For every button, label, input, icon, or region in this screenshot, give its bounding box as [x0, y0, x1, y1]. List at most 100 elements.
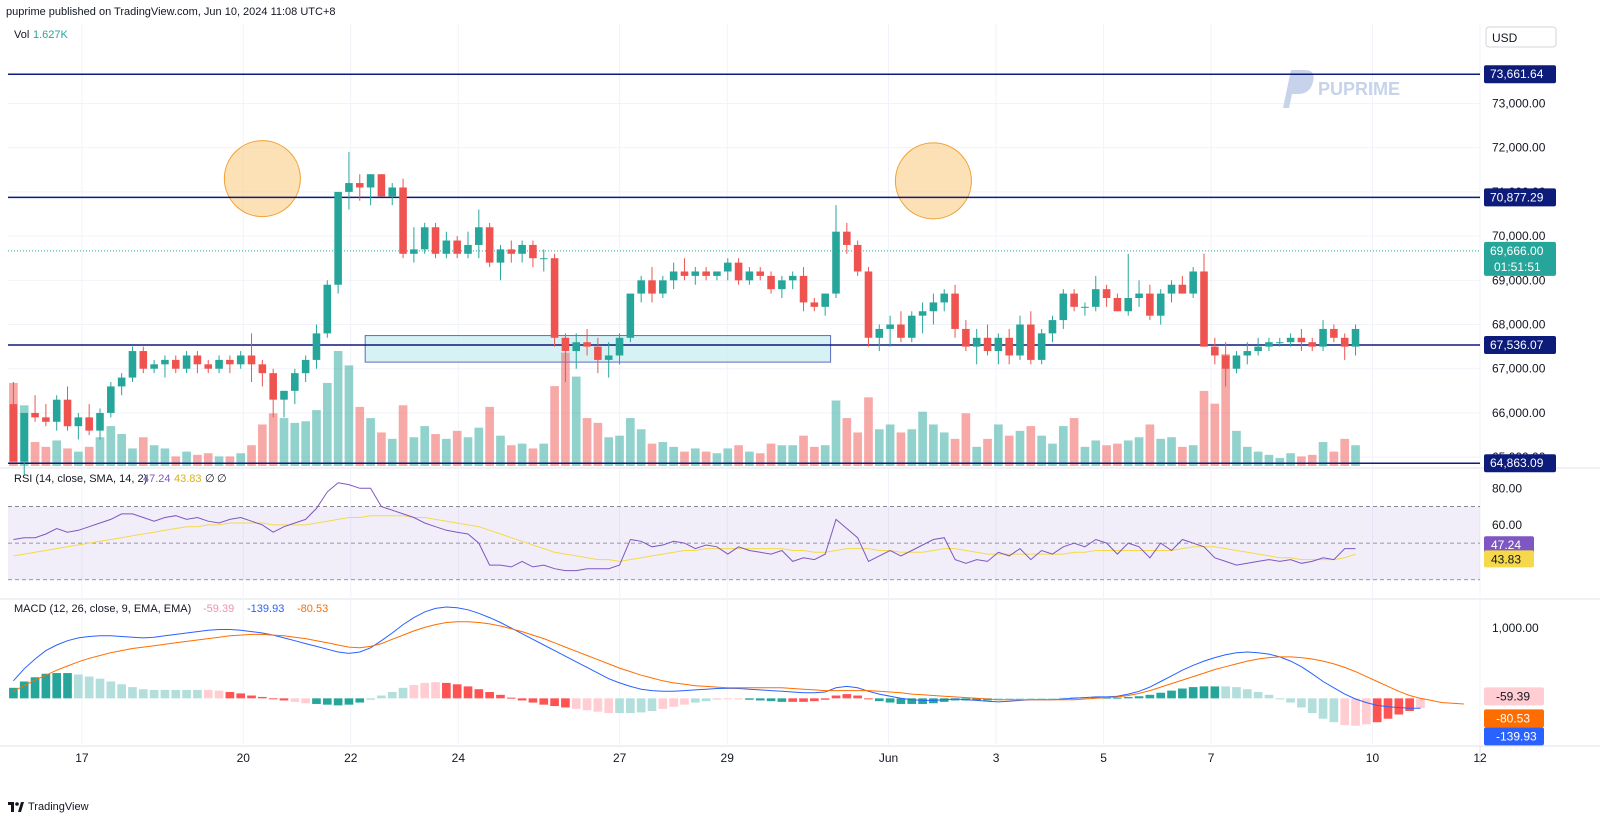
volume-bar [377, 432, 386, 466]
candle-body [96, 412, 104, 431]
volume-bar [1210, 403, 1220, 466]
volume-bar [1037, 435, 1046, 466]
macd-histogram-bar [723, 698, 733, 700]
time-tick-label: 17 [75, 751, 89, 765]
macd-histogram-bar [279, 698, 289, 701]
macd-histogram-bar [788, 698, 798, 702]
macd-histogram-bar [247, 695, 256, 699]
volume-bar [496, 435, 505, 466]
candle-body [236, 355, 245, 365]
volume-bar [160, 448, 170, 466]
volume-bar [636, 429, 646, 466]
volume-bar [626, 418, 635, 466]
volume-bar [1307, 454, 1317, 466]
candle-body [767, 275, 775, 290]
macd-histogram-bar [506, 697, 516, 699]
watermark-text: PUPRIME [1318, 79, 1400, 99]
candle-body [1200, 271, 1208, 347]
volume-bar [333, 351, 343, 466]
volume-bar [810, 446, 819, 466]
volume-bar [442, 438, 451, 466]
macd-histogram-bar [95, 678, 105, 699]
candle-body [810, 302, 819, 307]
volume-bar [680, 451, 689, 466]
volume-bar [950, 438, 960, 466]
volume-bar [690, 448, 700, 466]
volume-bar [236, 453, 246, 466]
candle-body [691, 271, 700, 276]
volume-bar [1091, 440, 1101, 466]
candle-body [31, 412, 39, 418]
macd-histogram-bar [160, 689, 170, 699]
macd-histogram-bar [1113, 697, 1122, 699]
volume-bar [95, 437, 105, 466]
macd-histogram-bar [225, 692, 235, 699]
macd-histogram-bar [236, 693, 246, 699]
level-price-badge [1484, 454, 1556, 473]
rsi-value-badge [1484, 536, 1534, 554]
macd-histogram-bar [907, 698, 917, 704]
volume-bar [885, 424, 895, 466]
vol-value: 1.627K [33, 29, 69, 41]
candle-body [669, 271, 678, 281]
macd-histogram-bar [874, 698, 884, 702]
macd-histogram-bar [669, 698, 678, 707]
candle-body [323, 284, 332, 334]
volume-bar [1351, 445, 1360, 466]
macd-histogram-bar [1037, 698, 1046, 700]
candle-body [1091, 289, 1100, 307]
macd-histogram-bar [19, 681, 29, 699]
macd-histogram-bar [420, 682, 430, 699]
volume-bar [896, 432, 906, 466]
candle-body [1081, 306, 1089, 308]
macd-histogram-bar [1210, 686, 1220, 699]
macd-histogram-bar [128, 687, 137, 699]
signal-line [13, 621, 1464, 705]
candle-body [1189, 271, 1197, 294]
level-price-label: 73,661.64 [1490, 67, 1544, 81]
candle-body [1297, 337, 1306, 343]
macd-histogram-bar [1242, 689, 1252, 699]
macd-histogram-bar [474, 689, 484, 699]
macd-value-badge [1484, 709, 1544, 728]
candle-body [1319, 328, 1327, 347]
rsi-legend-value: ∅ [205, 473, 215, 485]
macd-histogram-bar [1199, 686, 1209, 699]
volume-bar [777, 445, 787, 466]
volume-bar [1275, 458, 1285, 466]
candle-body [1027, 324, 1035, 360]
volume-bar [755, 453, 765, 466]
volume-bar [1048, 443, 1057, 466]
macd-histogram-bar [1178, 688, 1187, 699]
macd-histogram-bar [745, 698, 754, 700]
candle-body [940, 293, 949, 303]
tradingview-logo[interactable]: TradingView [8, 801, 89, 813]
time-tick-label: 24 [452, 751, 466, 765]
macd-histogram-bar [626, 698, 635, 714]
volume-bar [1026, 426, 1036, 466]
macd-histogram-bar [1383, 698, 1393, 719]
macd-histogram-bar [268, 698, 278, 700]
currency-selector [1485, 26, 1557, 48]
currency-label: USD [1492, 31, 1518, 45]
volume-bar [203, 453, 213, 466]
volume-bar [1080, 446, 1090, 466]
volume-bar [398, 405, 408, 466]
macd-histogram-bar [918, 698, 927, 704]
macd-histogram-bar [1253, 692, 1263, 699]
macd-title: MACD (12, 26, close, 9, EMA, EMA) [14, 603, 191, 615]
volume-bar [74, 451, 83, 466]
volume-bar [1221, 354, 1230, 466]
volume-bar [1199, 390, 1209, 466]
volume-bar [907, 429, 917, 466]
volume-bar [615, 435, 624, 466]
price-tick-label: 70,000.00 [1492, 229, 1546, 243]
volume-bar [647, 443, 657, 466]
macd-histogram-bar [593, 698, 603, 712]
volume-bar [1156, 438, 1166, 466]
macd-histogram-bar [203, 689, 213, 699]
price-tick-label: 72,000.00 [1492, 141, 1546, 155]
puprime-watermark: PUPRIME [1283, 70, 1400, 108]
candle-body [1243, 351, 1252, 356]
